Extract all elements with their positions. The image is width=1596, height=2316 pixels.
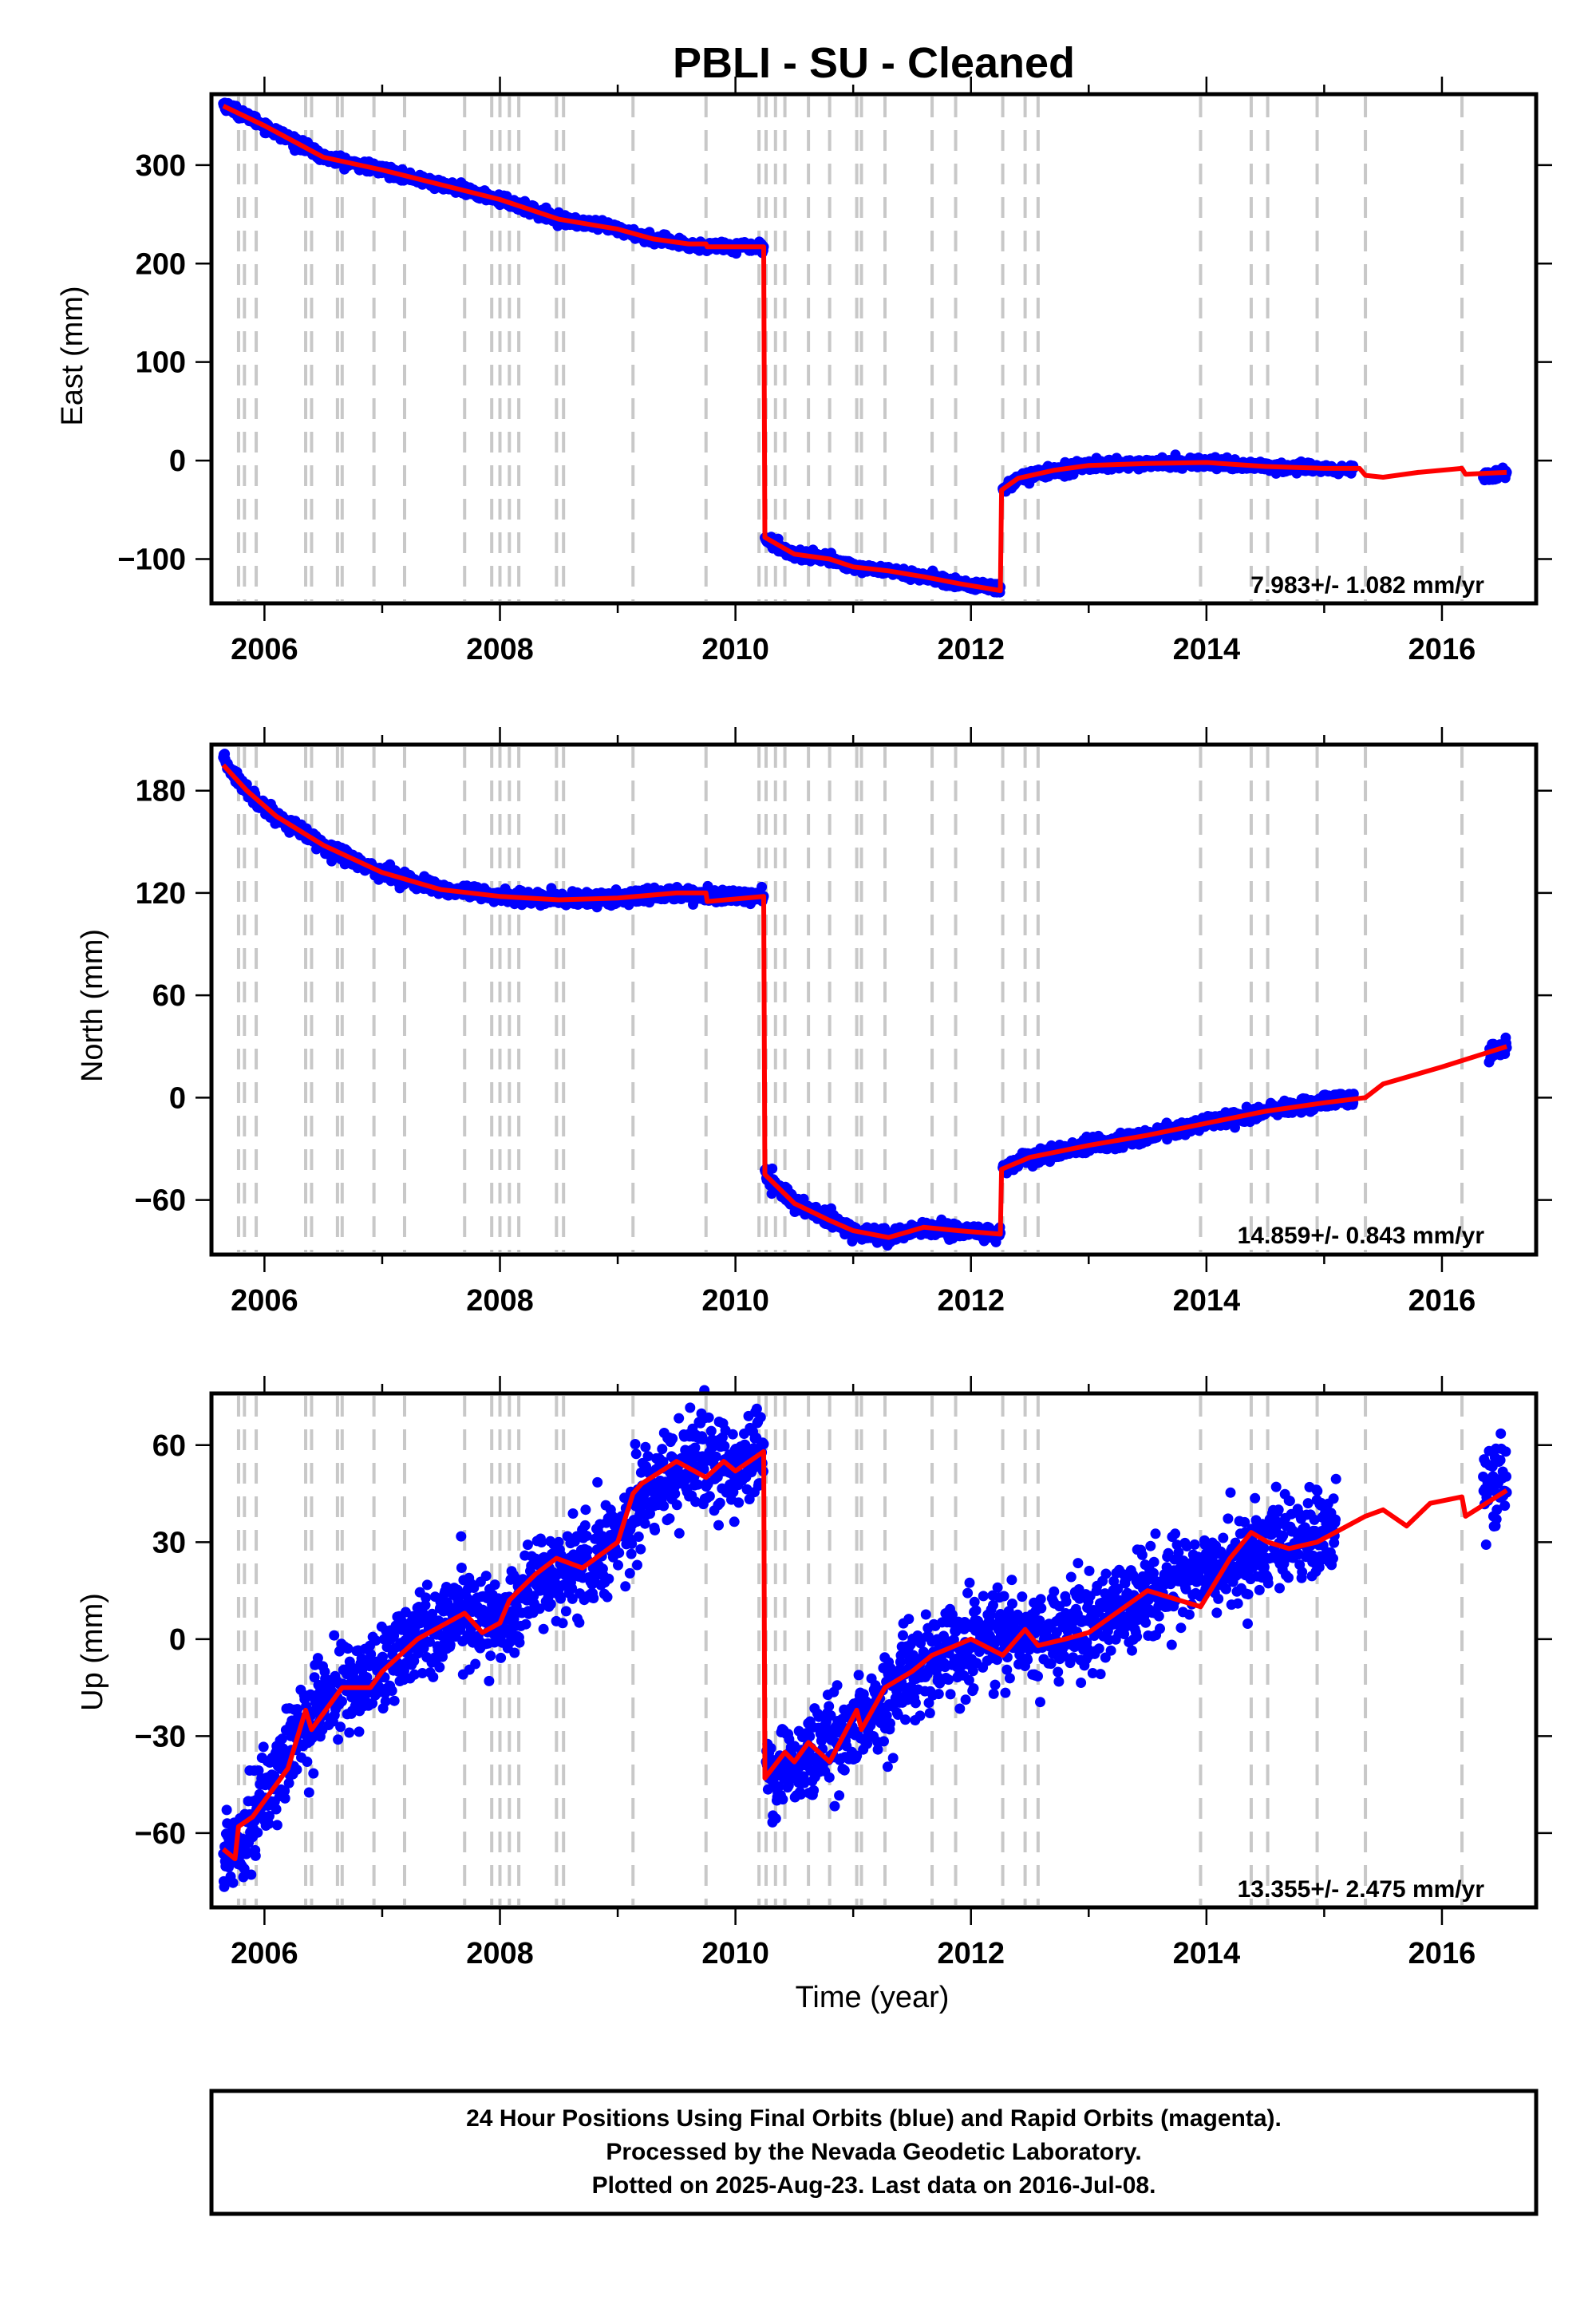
east-event-lines	[236, 97, 1464, 601]
east-xtick-label: 2014	[1173, 633, 1241, 666]
north-ytick-label: 0	[169, 1081, 186, 1115]
north-ytick-label: 60	[152, 979, 186, 1013]
north-xtick-label: 2006	[231, 1284, 298, 1318]
north-ytick-label: 120	[136, 877, 186, 911]
north-frame	[209, 742, 1539, 1257]
up-data-point	[250, 1850, 261, 1861]
east-ytick-label: 0	[169, 445, 186, 478]
up-data-point	[252, 1827, 263, 1838]
north-fit-path	[221, 763, 1508, 1240]
east-frame	[209, 92, 1539, 606]
east-rate-label: 7.983+/- 1.082 mm/yr	[1250, 572, 1484, 599]
up-data-point	[258, 1741, 269, 1753]
north-xtick-label: 2012	[937, 1284, 1005, 1318]
north-data-point	[767, 1163, 778, 1174]
north-fit-line	[221, 763, 1508, 1240]
panel-north: −60 0 60 120 180 2006 2008 2010 2012 2014 2016 Nor…	[76, 727, 1552, 1318]
north-xtick-label: 2016	[1408, 1284, 1476, 1318]
north-ylabel: North (mm)	[76, 929, 109, 1082]
east-ytick-label: 100	[136, 346, 186, 380]
east-xtick-label: 2008	[466, 633, 534, 666]
east-axes: −100 0 100 200 300 2006 2008 2010 2012 2014 2016	[117, 77, 1552, 666]
east-ytick-label: 200	[136, 247, 186, 281]
north-xtick-label: 2014	[1173, 1284, 1241, 1318]
north-event-lines	[236, 747, 1464, 1252]
east-ylabel: East (mm)	[56, 286, 89, 425]
up-data-point	[246, 1869, 257, 1880]
figure-title: PBLI - SU - Cleaned	[673, 39, 1075, 87]
up-data-point	[221, 1804, 232, 1816]
east-xtick-label: 2006	[231, 633, 298, 666]
east-fit-path	[222, 104, 1507, 593]
north-rate-label: 14.859+/- 0.843 mm/yr	[1238, 1223, 1485, 1249]
panel-east: −100 0 100 200 300 2006 2008 2010 2012 2014 2016 E…	[56, 77, 1552, 666]
east-xtick-label: 2016	[1408, 633, 1476, 666]
north-ytick-label: 180	[136, 775, 186, 808]
east-ytick-label: 300	[136, 149, 186, 183]
east-ytick-label: −100	[117, 543, 186, 576]
north-ytick-label: −60	[135, 1184, 186, 1218]
north-xtick-label: 2010	[701, 1284, 769, 1318]
east-xtick-label: 2012	[937, 633, 1005, 666]
north-xtick-label: 2008	[466, 1284, 534, 1318]
east-xtick-label: 2010	[701, 633, 769, 666]
east-fit-line	[222, 104, 1507, 593]
north-data-point	[757, 881, 768, 892]
up-data-point	[227, 1877, 239, 1888]
